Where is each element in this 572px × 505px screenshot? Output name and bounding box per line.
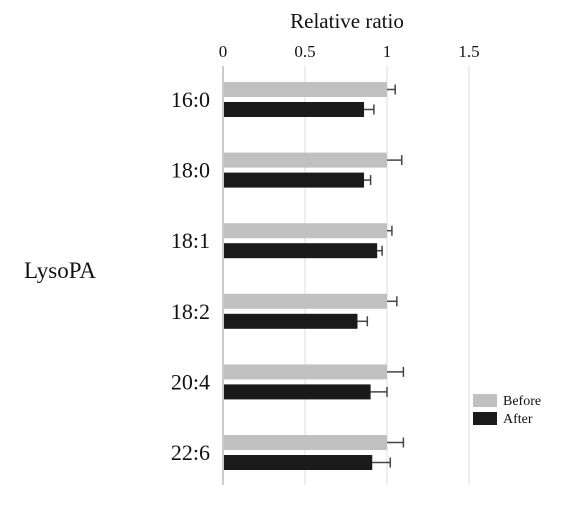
bar-after-20-4: [224, 384, 371, 400]
category-labels: 16:0 18:0 18:1 18:2 20:4 22:6: [171, 87, 210, 465]
x-tick-label: 1: [383, 42, 392, 61]
x-tick-labels: 0 0.5 1 1.5: [219, 42, 480, 61]
x-tick-label: 0.5: [294, 42, 315, 61]
legend: Before After: [473, 394, 541, 427]
legend-label: After: [503, 412, 533, 427]
bar-before-18-0: [224, 152, 387, 168]
bar-after-18-0: [224, 172, 365, 188]
legend-swatch-after: [473, 412, 497, 425]
category-label: 18:0: [171, 158, 210, 183]
category-label: 20:4: [171, 369, 210, 394]
bar-before-18-2: [224, 293, 387, 309]
bar-before-22-6: [224, 435, 387, 450]
category-label: 18:2: [171, 299, 210, 324]
x-tick-label: 0: [219, 42, 228, 61]
bar-after-16-0: [224, 102, 365, 117]
bars: [224, 82, 405, 470]
category-label: 18:1: [171, 228, 210, 253]
bar-after-22-6: [224, 455, 373, 470]
bar-after-18-2: [224, 313, 358, 329]
category-label: 16:0: [171, 87, 210, 112]
x-tick-label: 1.5: [458, 42, 479, 61]
legend-swatch-before: [473, 394, 497, 407]
grid-layer: [222, 66, 470, 485]
category-label: 22:6: [171, 440, 210, 465]
group-label: LysoPA: [24, 258, 96, 283]
bar-after-18-1: [224, 243, 378, 259]
bar-before-20-4: [224, 364, 387, 380]
legend-label: Before: [503, 394, 541, 409]
bar-before-18-1: [224, 223, 387, 239]
bar-before-16-0: [224, 82, 387, 97]
x-axis-title: Relative ratio: [290, 9, 404, 33]
